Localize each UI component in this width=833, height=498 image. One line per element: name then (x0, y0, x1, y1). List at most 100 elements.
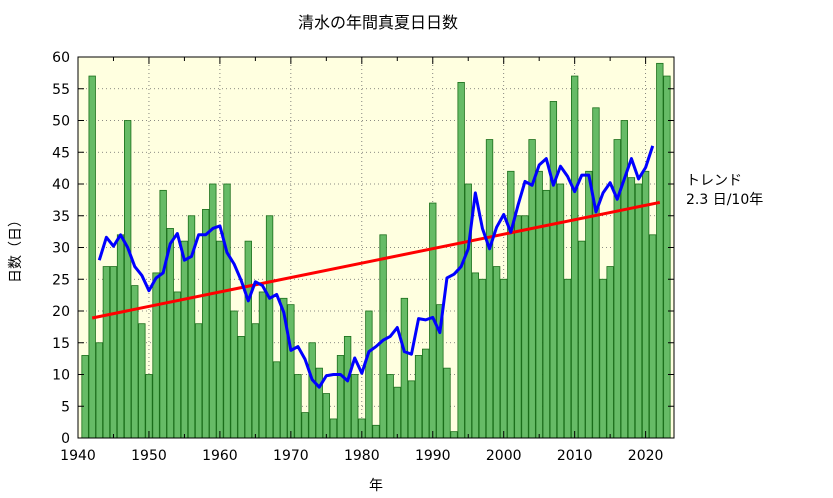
bar-2001 (507, 170, 515, 439)
bar-1962 (230, 310, 238, 439)
bar-1971 (294, 374, 302, 439)
bar-2019 (634, 183, 643, 439)
bar-1977 (336, 355, 345, 439)
bar-1958 (202, 208, 210, 439)
bar-1997 (478, 278, 487, 439)
bar-1955 (180, 240, 189, 439)
bar-2010 (571, 75, 579, 439)
x-tick-label: 2000 (486, 448, 522, 464)
bar-1951 (152, 272, 160, 439)
y-tick-label: 55 (52, 82, 70, 98)
trend-line (91, 200, 661, 320)
bar-2014 (599, 278, 607, 439)
bar-1959 (209, 183, 217, 439)
bar-1946 (116, 234, 125, 439)
bar-1992 (443, 367, 451, 439)
y-tick-label: 25 (52, 272, 70, 288)
bar-1979 (351, 374, 359, 439)
bar-1983 (379, 234, 387, 439)
trend-annotation-value: 2.3 日/10年 (686, 192, 763, 208)
bar-2007 (549, 101, 558, 439)
bar-1988 (414, 355, 423, 439)
y-tick-label: 0 (61, 431, 70, 447)
y-tick-label: 20 (52, 304, 70, 320)
y-tick-label: 35 (52, 209, 70, 225)
bar-1968 (273, 361, 281, 439)
trend-annotation-label: トレンド (686, 173, 742, 189)
x-tick-label: 2020 (628, 448, 664, 464)
y-tick-label: 10 (52, 368, 70, 384)
bar-2002 (514, 215, 522, 439)
y-tick-label: 5 (61, 399, 70, 415)
bar-2016 (613, 139, 621, 439)
y-tick-label: 45 (52, 145, 70, 161)
bar-1999 (492, 266, 501, 439)
bar-1963 (237, 335, 245, 439)
bar-1986 (400, 297, 409, 439)
x-axis: 1940 1950 1960 1970 1980 1990 2000 2010 2020 (60, 57, 663, 464)
bar-1945 (109, 266, 118, 439)
x-tick-label: 1970 (273, 448, 309, 464)
bar-1998 (485, 139, 494, 439)
bar-2013 (592, 107, 600, 439)
bar-1978 (343, 335, 352, 439)
y-axis: 0 5 10 15 20 25 30 35 40 45 50 55 60 (52, 50, 674, 447)
bar-1976 (329, 418, 338, 439)
bar-1972 (301, 412, 309, 439)
x-tick-label: 1950 (131, 448, 167, 464)
bar-1967 (265, 215, 274, 439)
bar-1957 (194, 323, 203, 439)
moving-average-line (97, 145, 655, 389)
bar-1961 (223, 183, 231, 439)
bar-2000 (500, 278, 508, 439)
bar-1987 (407, 380, 416, 439)
bar-2018 (627, 177, 636, 439)
bar-1964 (244, 240, 252, 439)
bar-2015 (606, 266, 614, 439)
bar-1982 (372, 424, 380, 439)
y-tick-label: 30 (52, 241, 70, 257)
bar-1944 (102, 266, 111, 439)
bar-2003 (521, 215, 529, 439)
y-tick-label: 50 (52, 114, 70, 130)
bar-1970 (287, 304, 295, 439)
bar-1965 (251, 323, 260, 439)
y-tick-label: 60 (52, 50, 70, 66)
bar-1975 (322, 393, 330, 439)
x-tick-label: 1960 (202, 448, 238, 464)
x-axis-label: 年 (369, 478, 383, 494)
bar-2005 (535, 170, 543, 439)
bar-1989 (422, 348, 430, 439)
bar-1985 (393, 386, 401, 439)
bar-2020 (641, 170, 650, 439)
bar-1953 (166, 228, 174, 439)
x-tick-label: 1980 (344, 448, 380, 464)
bar-1973 (308, 342, 316, 439)
bar-1966 (258, 291, 267, 439)
y-tick-label: 40 (52, 177, 70, 193)
x-tick-label: 1940 (60, 448, 96, 464)
bar-1974 (315, 367, 323, 439)
bar-1949 (138, 323, 146, 439)
bar-2012 (585, 170, 593, 439)
bar-1996 (471, 272, 479, 439)
bar-1947 (124, 120, 132, 439)
chart-title: 清水の年間真夏日日数 (298, 13, 458, 32)
y-tick-label: 15 (52, 336, 70, 352)
bar-1954 (173, 291, 181, 439)
bar-1942 (88, 75, 96, 439)
bar-1950 (145, 374, 153, 439)
bar-2023 (663, 75, 671, 439)
bar-1952 (159, 189, 167, 439)
bar-2011 (578, 240, 586, 439)
bar-1993 (450, 431, 458, 439)
x-tick-label: 1990 (415, 448, 451, 464)
x-tick-label: 2010 (557, 448, 593, 464)
bar-2022 (656, 62, 664, 439)
y-axis-label: 日数（日） (8, 213, 24, 283)
bar-2009 (563, 278, 572, 439)
bar-1984 (386, 374, 394, 439)
bar-1981 (365, 310, 373, 439)
bar-1943 (95, 342, 103, 439)
